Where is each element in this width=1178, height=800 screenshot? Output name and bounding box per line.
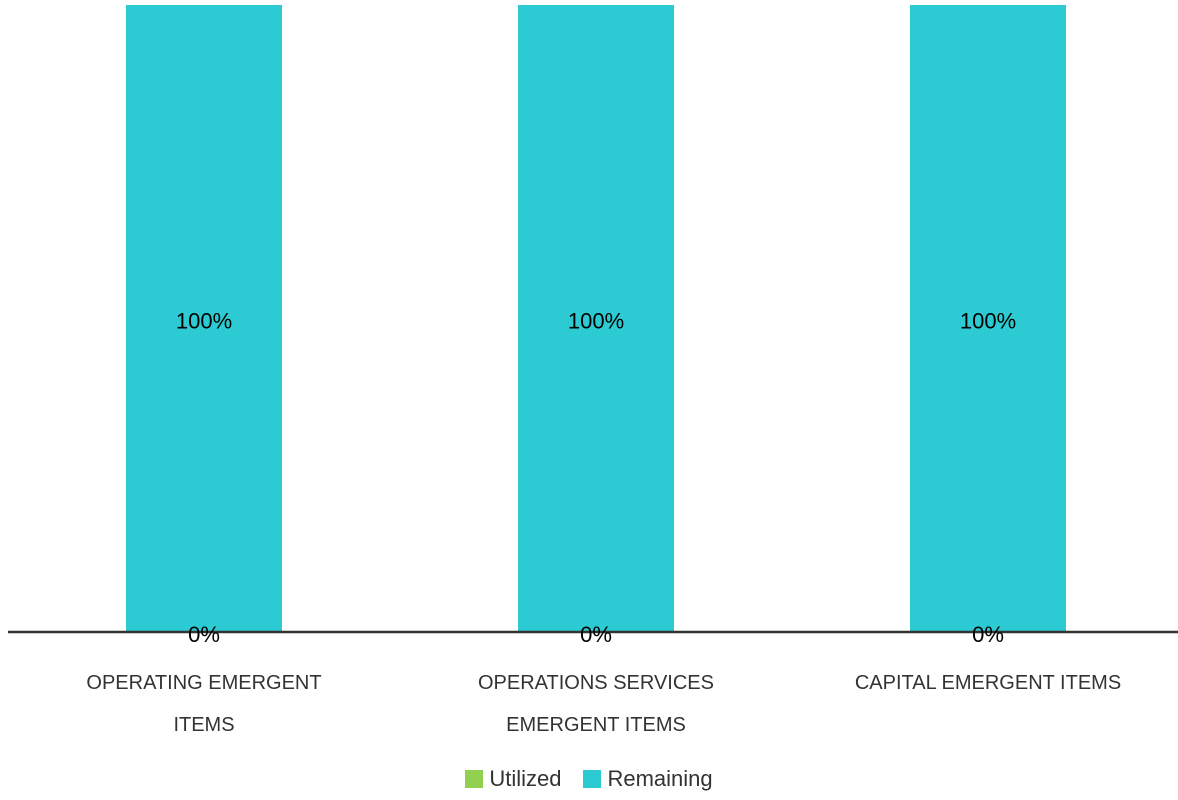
data-label: 100% xyxy=(568,308,624,333)
x-tick-label: OPERATING EMERGENT ITEMS xyxy=(86,672,322,736)
legend-label: Remaining xyxy=(607,766,713,791)
data-label: 100% xyxy=(176,308,232,333)
bar-segment xyxy=(126,5,282,632)
legend-item: Remaining xyxy=(583,766,713,792)
legend-label: Utilized xyxy=(489,766,562,791)
bar-segment xyxy=(910,5,1066,632)
legend-item: Utilized xyxy=(465,766,561,792)
data-label: 100% xyxy=(960,308,1016,333)
data-label: 0% xyxy=(580,622,612,647)
x-tick-label: CAPITAL EMERGENT ITEMS xyxy=(854,672,1122,694)
bar-segment xyxy=(518,5,674,632)
x-tick-label: OPERATIONS SERVICES EMERGENT ITEMS xyxy=(478,672,714,736)
legend: Utilized Remaining xyxy=(0,766,1178,792)
legend-swatch xyxy=(465,770,484,788)
data-label: 0% xyxy=(188,622,220,647)
data-label: 0% xyxy=(972,622,1004,647)
legend-swatch xyxy=(583,770,602,788)
